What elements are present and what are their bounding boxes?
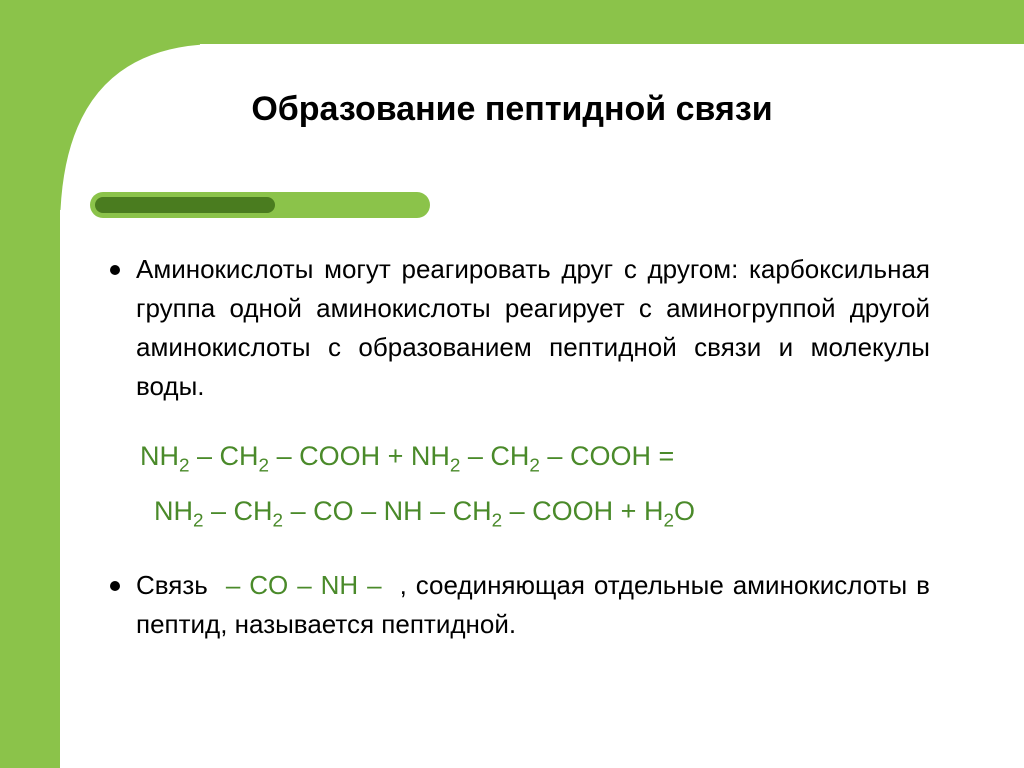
equation-block: NH2 – CH2 – COOH + NH2 – CH2 – COOH = NH… — [140, 436, 930, 536]
equation-line-1: NH2 – CH2 – COOH + NH2 – CH2 – COOH = — [140, 436, 930, 481]
bullet-1-text: Аминокислоты могут реагировать друг с др… — [136, 250, 930, 406]
bullet-2-text: Связь – CO – NH – , соединяющая отдельны… — [136, 566, 930, 644]
bullet-2: Связь – CO – NH – , соединяющая отдельны… — [110, 566, 930, 644]
slide-body: Аминокислоты могут реагировать друг с др… — [110, 250, 930, 644]
slide: Образование пептидной связи Аминокислоты… — [0, 0, 1024, 768]
divider-inner — [95, 197, 275, 213]
equation-line-2: NH2 – CH2 – CO – NH – CH2 – COOH + H2O — [154, 491, 930, 536]
bullet-2-prefix: Связь — [136, 570, 217, 600]
bullet-dot-icon — [110, 265, 120, 275]
bullet-1: Аминокислоты могут реагировать друг с др… — [110, 250, 930, 406]
divider-capsule — [90, 192, 430, 218]
bullet-2-formula: – CO – NH – — [226, 570, 382, 600]
slide-title: Образование пептидной связи — [0, 90, 1024, 129]
bullet-dot-icon — [110, 581, 120, 591]
